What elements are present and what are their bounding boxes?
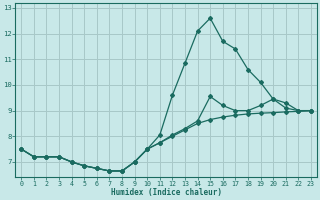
- X-axis label: Humidex (Indice chaleur): Humidex (Indice chaleur): [111, 188, 222, 197]
